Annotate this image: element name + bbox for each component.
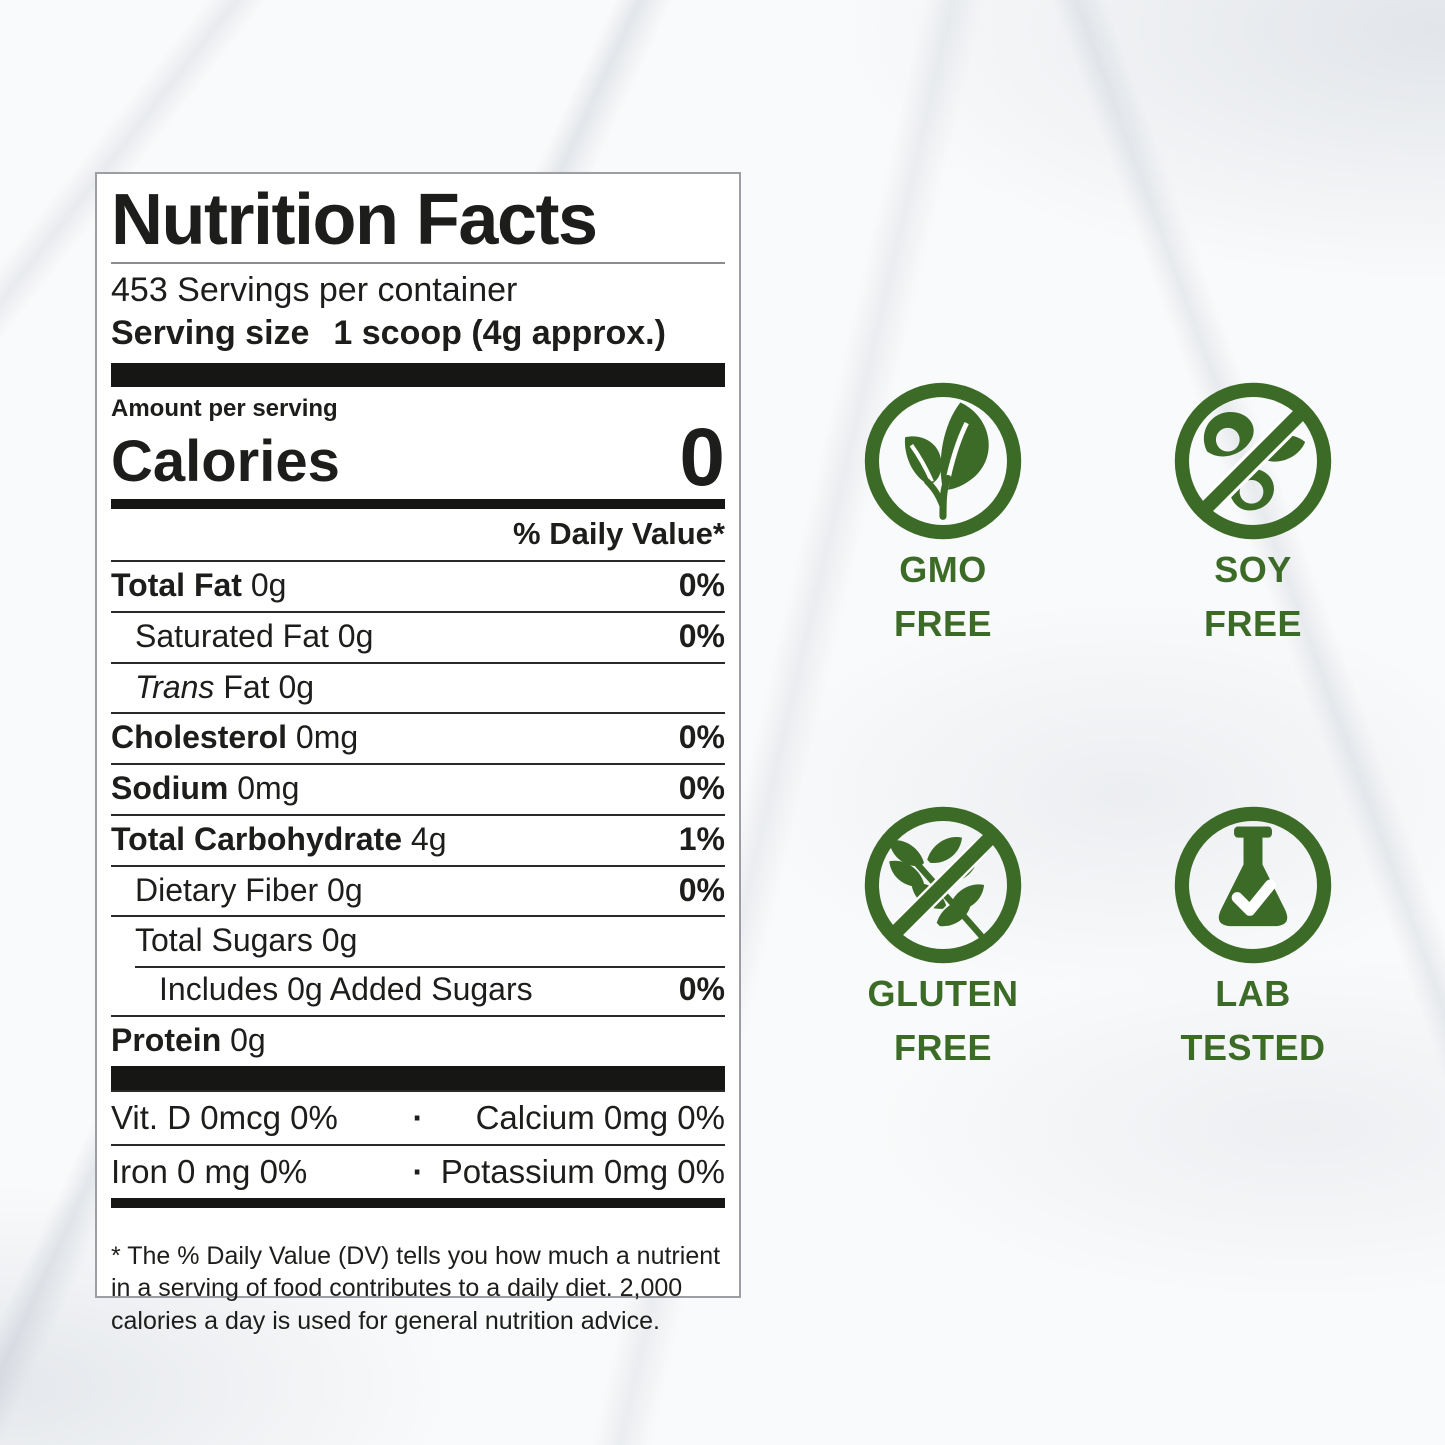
nutrient-row: Trans Fat 0g [111,661,725,713]
serving-size-label: Serving size [111,314,310,353]
daily-value-percent: 1% [678,820,725,857]
daily-value-header: % Daily Value* [513,516,725,552]
micronutrient-row: Vit. D 0mcg 0% · Calcium 0mg 0% [111,1089,725,1144]
nutrient-rows: Total Fat 0g 0% Saturated Fat 0g 0% [111,560,725,1066]
badge-label-line: FREE [893,602,992,644]
micronutrient-rows: Vit. D 0mcg 0% · Calcium 0mg 0% Iron 0 m… [111,1089,725,1198]
badge-label-line: FREE [1203,602,1302,644]
daily-value-footnote: * The % Daily Value (DV) tells you how m… [111,1241,721,1335]
nutrient-row: Total Fat 0g 0% [111,560,725,611]
micronutrient-row: Iron 0 mg 0% · Potassium 0mg 0% [111,1143,725,1198]
micronutrient-right: Calcium 0mg 0% [475,1098,725,1136]
thick-divider-bar [111,362,725,387]
daily-value-percent: 0% [678,971,725,1008]
servings-per-container: 453 Servings per container [111,271,518,310]
nutrient-row: Sodium 0mg 0% [111,763,725,814]
label-title: Nutrition Facts [111,180,598,260]
amount-per-serving: Amount per serving [111,394,338,422]
nutrient-row: Dietary Fiber 0g 0% [111,864,725,916]
daily-value-percent: 0% [678,770,725,807]
nutrient-name: Protein 0g [111,1021,266,1058]
nutrient-name: Total Sugars 0g [135,922,358,959]
daily-value-percent: 0% [678,719,725,756]
dot-separator: · [412,1098,424,1136]
micronutrient-right: Potassium 0mg 0% [440,1152,725,1190]
badge-soy-free: SOY FREE [1153,382,1353,648]
badge-label-line: GLUTEN [867,973,1019,1014]
nutrient-name: Cholesterol 0mg [111,719,359,756]
calories-label: Calories [111,429,340,495]
no-wheat-icon [864,806,1022,964]
micronutrient-left: Iron 0 mg 0% [111,1152,308,1190]
calories-value: 0 [679,411,725,503]
badge-lab-tested: LAB TESTED [1153,806,1353,1072]
serving-size-row: Serving size 1 scoop (4g approx.) [111,312,725,362]
nutrient-name: Saturated Fat 0g [135,617,374,654]
nutrient-row: Saturated Fat 0g 0% [111,610,725,662]
leaf-sprout-icon [864,382,1022,540]
badge-gluten-free: GLUTEN FREE [843,806,1043,1072]
badge-gmo-free: GMO FREE [843,382,1043,648]
serving-size-value: 1 scoop (4g approx.) [333,314,666,353]
nutrient-row: Total Sugars 0g [111,915,725,966]
daily-value-percent: 0% [678,617,725,654]
nutrition-facts-label: Nutrition Facts 453 Servings per contain… [95,172,741,1335]
no-soybean-icon [1174,382,1332,540]
nutrient-name: Total Carbohydrate 4g [111,820,447,857]
badge-label-line: TESTED [1180,1026,1326,1068]
lab-flask-check-icon [1174,806,1332,964]
nutrient-name: Sodium 0mg [111,770,300,807]
nutrient-name: Trans Fat 0g [135,668,315,705]
nutrient-row: Includes 0g Added Sugars 0% [111,966,725,1015]
nutrient-name: Includes 0g Added Sugars [159,971,533,1008]
nutrient-row: Protein 0g [111,1014,725,1066]
daily-value-percent: 0% [678,871,725,908]
thick-divider-bar [111,1065,725,1090]
nutrient-row: Cholesterol 0mg 0% [111,712,725,763]
dot-separator: · [412,1152,424,1190]
medium-divider-bar [111,499,725,510]
nutrient-name: Total Fat 0g [111,567,287,604]
nutrient-row: Total Carbohydrate 4g 1% [111,813,725,865]
title-divider [111,262,725,265]
badge-label-line: GMO [899,549,987,590]
medium-divider-bar [111,1197,725,1208]
badge-label-line: FREE [893,1026,992,1068]
nutrient-name: Dietary Fiber 0g [135,871,363,908]
badge-label-line: LAB [1215,973,1291,1014]
micronutrient-left: Vit. D 0mcg 0% [111,1098,338,1136]
daily-value-percent: 0% [678,567,725,604]
calories-row: Calories 0 [111,411,725,503]
badge-label-line: SOY [1214,549,1292,590]
